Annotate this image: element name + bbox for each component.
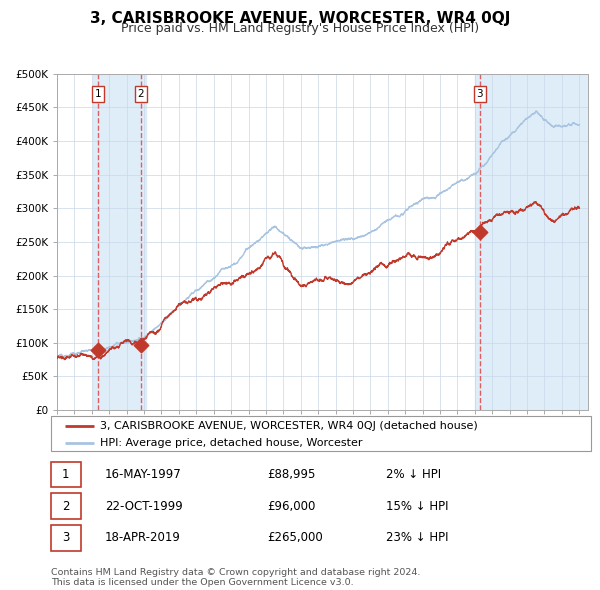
FancyBboxPatch shape (51, 461, 80, 487)
Point (94, 346, 103, 355)
Text: 3: 3 (476, 89, 483, 99)
Text: 2: 2 (62, 500, 70, 513)
FancyBboxPatch shape (51, 416, 591, 451)
Text: Contains HM Land Registry data © Crown copyright and database right 2024.
This d: Contains HM Land Registry data © Crown c… (51, 568, 421, 587)
Text: 16-MAY-1997: 16-MAY-1997 (105, 468, 182, 481)
Text: 3: 3 (62, 532, 70, 545)
Text: 1: 1 (62, 468, 70, 481)
Text: HPI: Average price, detached house, Worcester: HPI: Average price, detached house, Worc… (100, 438, 362, 447)
Text: 3, CARISBROOKE AVENUE, WORCESTER, WR4 0QJ (detached house): 3, CARISBROOKE AVENUE, WORCESTER, WR4 0Q… (100, 421, 478, 431)
Point (475, 227, 485, 237)
Text: £88,995: £88,995 (267, 468, 316, 481)
Text: 23% ↓ HPI: 23% ↓ HPI (386, 532, 448, 545)
Text: Price paid vs. HM Land Registry's House Price Index (HPI): Price paid vs. HM Land Registry's House … (121, 22, 479, 35)
Text: £265,000: £265,000 (267, 532, 323, 545)
Text: 2: 2 (137, 89, 144, 99)
Bar (475, 74, 588, 410)
Text: 22-OCT-1999: 22-OCT-1999 (105, 500, 183, 513)
Bar (93, 74, 146, 410)
Text: 2% ↓ HPI: 2% ↓ HPI (386, 468, 441, 481)
FancyBboxPatch shape (51, 525, 80, 551)
Text: 18-APR-2019: 18-APR-2019 (105, 532, 181, 545)
Text: 1: 1 (95, 89, 101, 99)
Text: 15% ↓ HPI: 15% ↓ HPI (386, 500, 448, 513)
FancyBboxPatch shape (51, 493, 80, 519)
Point (136, 341, 146, 350)
Text: £96,000: £96,000 (267, 500, 316, 513)
Text: 3, CARISBROOKE AVENUE, WORCESTER, WR4 0QJ: 3, CARISBROOKE AVENUE, WORCESTER, WR4 0Q… (90, 11, 510, 25)
